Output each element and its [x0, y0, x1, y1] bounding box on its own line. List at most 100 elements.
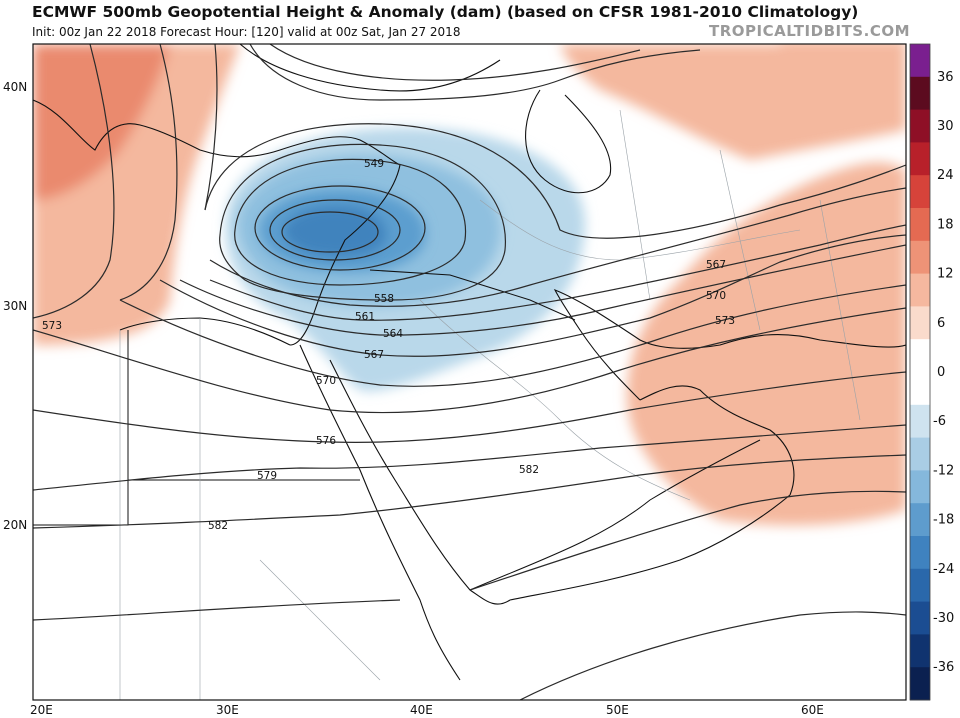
longitude-labels: 20E 30E 40E 50E 60E [30, 703, 824, 717]
colorbar-label: -24 [933, 562, 954, 577]
contour-558 [209, 187, 906, 307]
lon-label-20e: 20E [30, 703, 53, 717]
chart-title: ECMWF 500mb Geopotential Height & Anomal… [32, 3, 859, 21]
colorbar-label: 24 [937, 168, 954, 183]
colorbar-frame [909, 43, 931, 701]
contour-labels: 549 558 561 564 567 570 573 576 579 582 … [42, 158, 735, 532]
colorbar-segment [910, 109, 930, 143]
coast-persian-gulf [553, 288, 906, 401]
colorbar-segment [910, 208, 930, 242]
colorbar-segment [910, 601, 930, 635]
contour-core-3 [254, 185, 426, 271]
colorbar-segment [910, 339, 930, 373]
contour-582-east [469, 490, 906, 591]
contour-555 [204, 123, 906, 239]
boundary-7 [819, 199, 861, 421]
coast-caspian [525, 89, 612, 194]
contour-label-582-west: 582 [208, 520, 228, 532]
colorbar-label: -12 [933, 463, 954, 478]
lat-label-40n: 40N [3, 80, 27, 94]
boundary-8 [259, 559, 381, 681]
contour-core-1 [281, 211, 379, 253]
contour-label-573-west: 573 [42, 320, 62, 332]
contour-552 [219, 143, 506, 301]
colorbar-label: -6 [933, 414, 946, 429]
colorbar-label: -36 [933, 660, 954, 675]
boundary-6 [719, 149, 761, 331]
contour-label-573-east: 573 [715, 315, 735, 327]
contour-label-582-east: 582 [519, 464, 539, 476]
contour-label-570: 570 [316, 375, 336, 387]
border-saudi-yemen [469, 439, 761, 591]
lon-label-50e: 50E [606, 703, 629, 717]
border-iraq-saudi [369, 269, 576, 321]
positive-anomaly-regions [33, 44, 906, 526]
anomaly-positive-east [627, 162, 906, 526]
colorbar-label: -18 [933, 513, 954, 528]
colorbar-segment [910, 240, 930, 275]
contour-576 [33, 371, 906, 443]
contour-579 [33, 424, 906, 491]
contour-west-1 [33, 44, 115, 319]
contour-573 [33, 307, 906, 414]
forecast-info: Init: 00z Jan 22 2018 Forecast Hour: [12… [32, 25, 461, 39]
coast-red-sea-east [329, 359, 511, 605]
contour-582 [33, 454, 906, 529]
contour-585 [519, 611, 906, 700]
colorbar-segment [910, 404, 930, 439]
colorbar-segment [910, 175, 930, 209]
contour-567 [159, 234, 906, 357]
colorbar: 36 30 24 18 12 6 0 -6 -12 -18 -24 -30 -36 [909, 43, 954, 701]
coastlines [33, 44, 906, 681]
map-area: 549 558 561 564 567 570 573 576 579 582 … [33, 44, 906, 700]
contour-label-576: 576 [316, 435, 336, 447]
lon-label-60e: 60E [801, 703, 824, 717]
contour-label-570-east: 570 [706, 290, 726, 302]
colorbar-segment [910, 306, 930, 340]
colorbar-label: 30 [937, 119, 954, 134]
colorbar-segment [910, 503, 930, 537]
contour-label-567-east: 567 [706, 259, 726, 271]
anomaly-positive-mid [780, 44, 906, 118]
contour-564 [179, 244, 906, 336]
contour-label-549: 549 [364, 158, 384, 170]
colorbar-segment [910, 273, 930, 307]
height-contours [33, 44, 906, 700]
colorbar-segment [910, 470, 930, 504]
coast-black-sea [239, 44, 501, 92]
coast-levant [289, 164, 401, 346]
contour-label-558: 558 [374, 293, 394, 305]
colorbar-label: 18 [937, 217, 954, 232]
colorbar-label: 6 [937, 316, 945, 331]
colorbar-segment [910, 142, 930, 176]
colorbar-segment [910, 372, 930, 406]
contour-label-561: 561 [355, 311, 375, 323]
contour-549 [234, 158, 467, 286]
colorbar-segment [910, 634, 930, 668]
watermark: TROPICALTIDBITS.COM [709, 22, 910, 40]
coast-balkans-turkey [33, 99, 401, 166]
lat-label-20n: 20N [3, 518, 27, 532]
boundary-5 [619, 109, 651, 301]
colorbar-label: 36 [937, 70, 954, 85]
lon-label-30e: 30E [216, 703, 239, 717]
lon-label-40e: 40E [410, 703, 433, 717]
colorbar-segment [910, 44, 930, 78]
contour-north-3 [249, 44, 701, 101]
map-frame [32, 43, 907, 701]
colorbar-segment [910, 667, 930, 701]
contour-north-4 [269, 44, 641, 81]
anomaly-positive-west-core [33, 44, 170, 200]
contour-label-564: 564 [383, 328, 403, 340]
coast-arabia-south [509, 494, 791, 601]
contour-561 [209, 224, 906, 321]
lat-label-30n: 30N [3, 299, 27, 313]
coast-red-sea-west [299, 344, 461, 681]
boundary-3 [419, 299, 691, 501]
negative-anomaly-regions [225, 127, 586, 391]
contour-north-1 [119, 44, 178, 301]
latitude-labels: 40N 30N 20N [3, 80, 27, 532]
contour-north-2 [204, 44, 218, 211]
coast-arabia-east [639, 385, 795, 496]
